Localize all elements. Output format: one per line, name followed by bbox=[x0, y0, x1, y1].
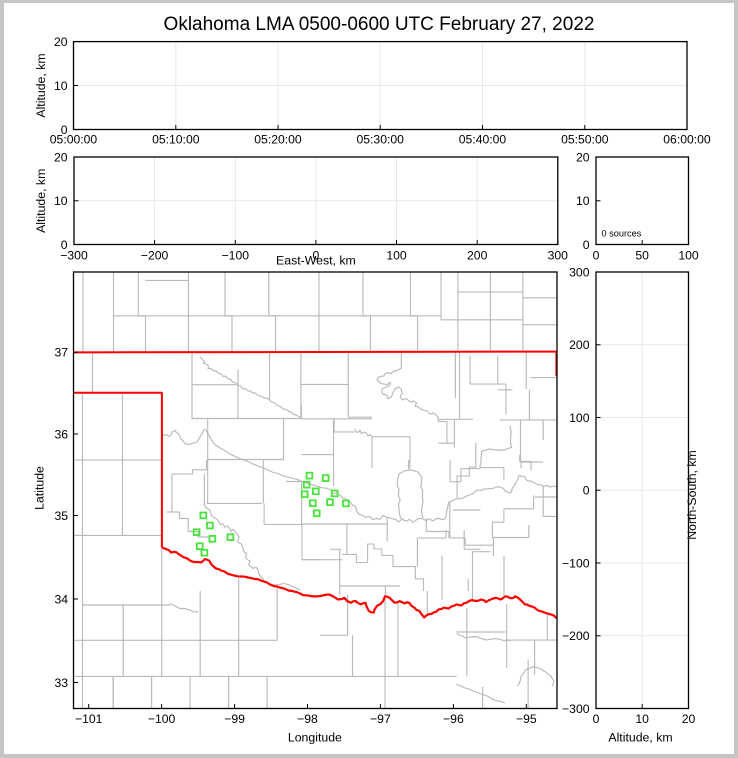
svg-text:05:10:00: 05:10:00 bbox=[152, 132, 200, 146]
svg-text:05:40:00: 05:40:00 bbox=[459, 132, 507, 146]
svg-text:200: 200 bbox=[467, 248, 488, 262]
svg-text:37: 37 bbox=[54, 346, 68, 360]
svg-text:East-West, km: East-West, km bbox=[276, 253, 356, 267]
svg-text:−100: −100 bbox=[148, 712, 176, 726]
svg-text:20: 20 bbox=[576, 150, 590, 164]
svg-text:0: 0 bbox=[583, 238, 590, 252]
svg-text:Longitude: Longitude bbox=[288, 730, 342, 744]
svg-text:−98: −98 bbox=[297, 712, 318, 726]
svg-text:0 sources: 0 sources bbox=[602, 229, 642, 239]
svg-text:05:50:00: 05:50:00 bbox=[561, 132, 609, 146]
svg-text:−95: −95 bbox=[516, 712, 537, 726]
svg-text:−97: −97 bbox=[370, 712, 391, 726]
svg-text:35: 35 bbox=[54, 509, 68, 523]
svg-text:0: 0 bbox=[593, 712, 600, 726]
svg-text:05:20:00: 05:20:00 bbox=[254, 132, 302, 146]
svg-text:300: 300 bbox=[569, 265, 590, 279]
svg-text:05:30:00: 05:30:00 bbox=[356, 132, 404, 146]
svg-text:0: 0 bbox=[313, 248, 320, 262]
svg-text:−100: −100 bbox=[222, 248, 250, 262]
svg-text:Latitude: Latitude bbox=[33, 466, 47, 510]
svg-text:20: 20 bbox=[54, 35, 68, 49]
svg-text:Oklahoma LMA 0500-0600 UTC Feb: Oklahoma LMA 0500-0600 UTC February 27, … bbox=[164, 14, 595, 35]
svg-text:10: 10 bbox=[635, 712, 649, 726]
svg-text:50: 50 bbox=[635, 248, 649, 262]
svg-text:Altitude, km: Altitude, km bbox=[34, 169, 48, 233]
svg-text:20: 20 bbox=[682, 712, 696, 726]
svg-text:−100: −100 bbox=[562, 556, 590, 570]
svg-text:10: 10 bbox=[576, 194, 590, 208]
svg-text:−200: −200 bbox=[141, 248, 169, 262]
svg-text:Altitude, km: Altitude, km bbox=[34, 53, 48, 117]
svg-text:200: 200 bbox=[569, 338, 590, 352]
svg-text:0: 0 bbox=[61, 123, 68, 137]
svg-text:−200: −200 bbox=[562, 629, 590, 643]
svg-text:−300: −300 bbox=[60, 248, 88, 262]
svg-text:300: 300 bbox=[548, 248, 569, 262]
svg-text:−99: −99 bbox=[224, 712, 245, 726]
svg-text:0: 0 bbox=[61, 238, 68, 252]
svg-text:10: 10 bbox=[54, 79, 68, 93]
svg-text:36: 36 bbox=[54, 427, 68, 441]
svg-text:−101: −101 bbox=[75, 712, 103, 726]
svg-text:05:00:00: 05:00:00 bbox=[50, 132, 98, 146]
svg-text:−96: −96 bbox=[443, 712, 464, 726]
svg-text:10: 10 bbox=[54, 194, 68, 208]
svg-text:34: 34 bbox=[54, 592, 68, 606]
svg-text:33: 33 bbox=[54, 676, 68, 690]
svg-text:06:00:00: 06:00:00 bbox=[663, 132, 711, 146]
svg-text:Altitude, km: Altitude, km bbox=[608, 730, 672, 744]
svg-text:North-South, km: North-South, km bbox=[685, 450, 699, 540]
svg-text:100: 100 bbox=[678, 248, 699, 262]
svg-text:−300: −300 bbox=[562, 702, 590, 716]
svg-text:20: 20 bbox=[54, 150, 68, 164]
svg-text:100: 100 bbox=[386, 248, 407, 262]
svg-text:0: 0 bbox=[593, 248, 600, 262]
svg-text:100: 100 bbox=[569, 411, 590, 425]
svg-text:0: 0 bbox=[583, 484, 590, 498]
